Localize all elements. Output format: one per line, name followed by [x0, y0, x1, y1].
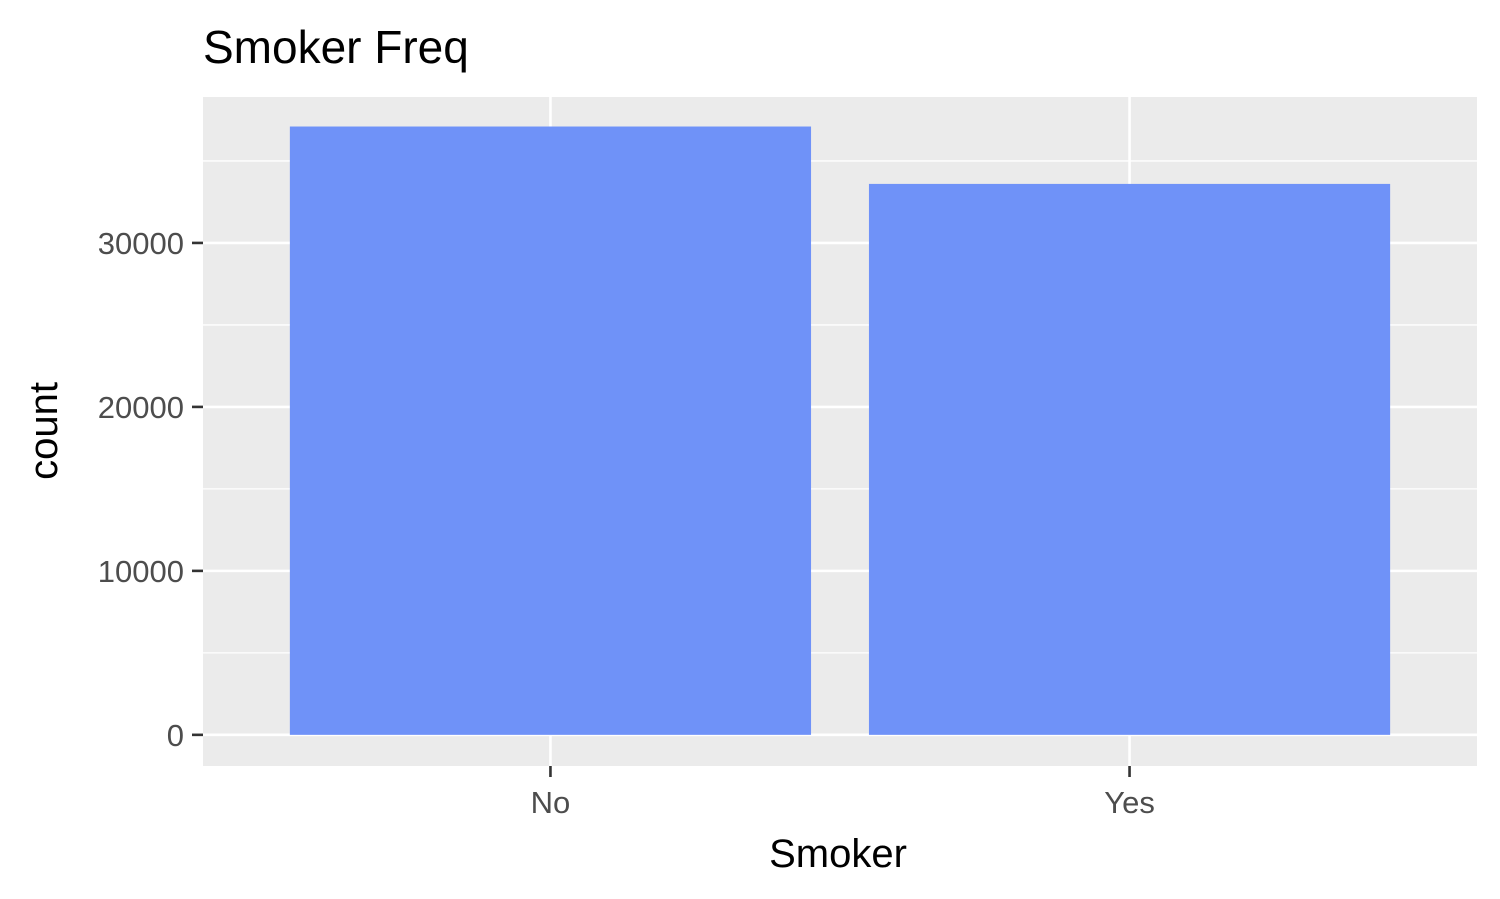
y-tick-label: 20000	[98, 390, 184, 425]
x-tick-label: No	[531, 785, 571, 820]
x-tick-label: Yes	[1104, 785, 1155, 820]
y-tick-label: 10000	[98, 554, 184, 589]
bar-yes	[868, 183, 1391, 735]
x-axis-title: Smoker	[769, 832, 907, 876]
y-tick-label: 0	[167, 718, 184, 753]
x-axis: No Yes	[531, 766, 1155, 820]
y-axis-title: count	[22, 382, 66, 480]
chart-title: Smoker Freq	[203, 21, 469, 73]
bars	[289, 126, 1391, 735]
bar-no	[289, 126, 812, 735]
y-tick-label: 30000	[98, 226, 184, 261]
y-axis: 0 10000 20000 30000	[98, 226, 203, 753]
